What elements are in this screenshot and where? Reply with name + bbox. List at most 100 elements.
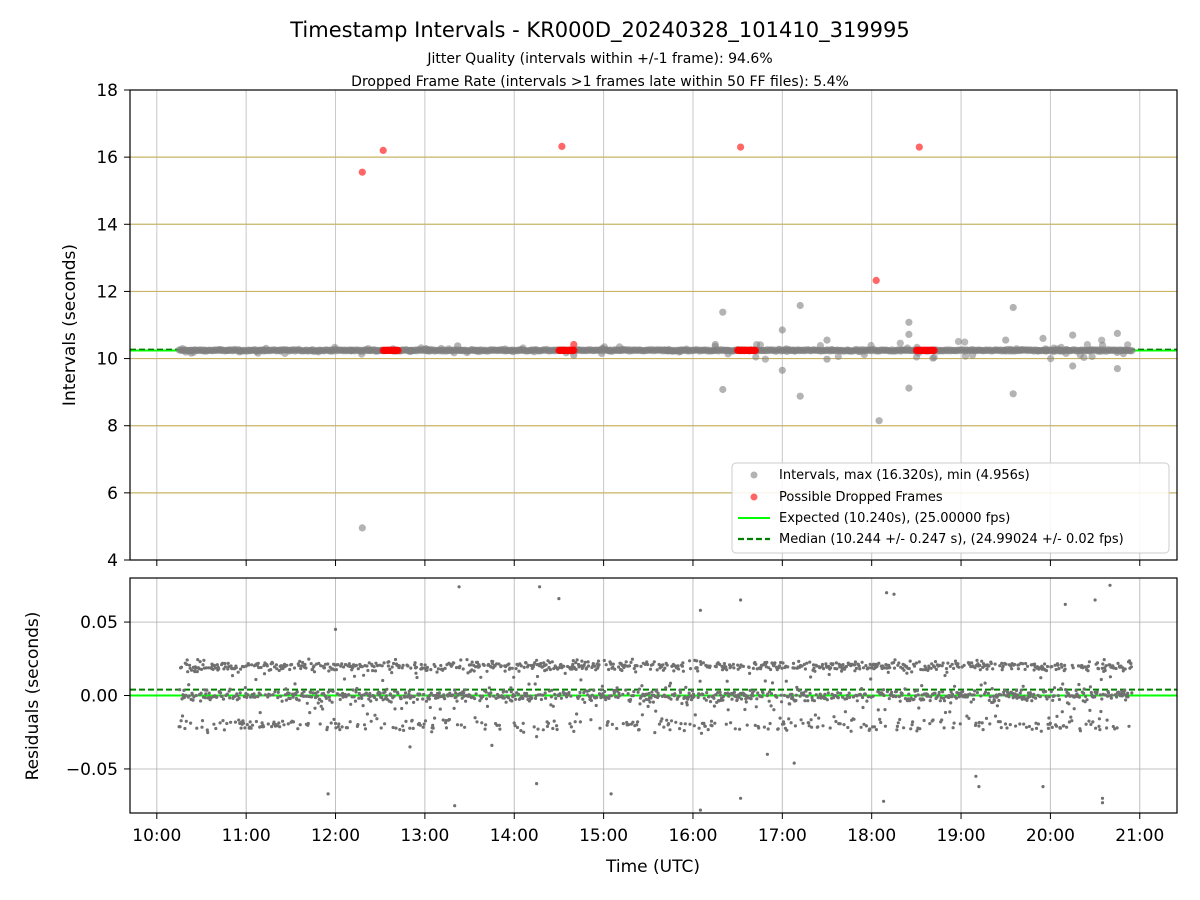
residual-point xyxy=(1098,728,1102,732)
residual-point xyxy=(298,723,302,727)
interval-outlier-0 xyxy=(358,524,366,532)
residual-point xyxy=(516,692,521,696)
residual-point xyxy=(621,722,625,726)
residual-point xyxy=(1052,694,1056,698)
residual-point xyxy=(808,660,812,664)
residual-point xyxy=(907,692,911,696)
interval-point xyxy=(1083,341,1091,349)
residual-point xyxy=(380,695,384,700)
residual-point xyxy=(745,723,749,727)
residual-point xyxy=(382,661,386,665)
residual-point xyxy=(454,695,458,699)
residual-point xyxy=(535,658,539,662)
residual-point xyxy=(415,697,419,702)
residual-point xyxy=(718,662,722,667)
residual-point xyxy=(461,667,465,671)
residual-point xyxy=(549,703,553,707)
residual-point xyxy=(845,693,849,698)
residual-point xyxy=(754,705,758,709)
residual-point xyxy=(1123,688,1127,692)
interval-point xyxy=(450,349,458,357)
residual-point xyxy=(492,694,496,698)
residual-point xyxy=(702,696,706,700)
residual-point xyxy=(281,719,285,723)
residual-point xyxy=(803,667,808,671)
residual-point xyxy=(332,717,336,722)
residual-point xyxy=(821,724,825,728)
residual-point xyxy=(1078,729,1082,733)
residual-point xyxy=(1033,662,1037,666)
interval-outlier-1 xyxy=(719,308,727,316)
residual-point xyxy=(714,665,718,669)
residual-point xyxy=(512,721,516,725)
residual-point xyxy=(1124,698,1128,702)
residual-point xyxy=(277,668,281,673)
residual-point xyxy=(202,658,206,662)
residual-point xyxy=(788,702,792,706)
dropped-frame-point-0 xyxy=(358,168,366,176)
interval-point xyxy=(790,347,798,355)
residual-point xyxy=(306,721,310,726)
residual-point xyxy=(424,699,429,703)
residual-point xyxy=(569,694,573,698)
residual-point xyxy=(1053,686,1057,690)
residual-point xyxy=(194,666,198,670)
interval-point xyxy=(1042,347,1050,355)
residual-point xyxy=(657,694,661,698)
interval-point xyxy=(834,352,842,361)
residual-point xyxy=(614,695,618,699)
residual-point xyxy=(550,688,554,692)
residual-point xyxy=(199,691,203,695)
residual-point xyxy=(943,710,948,715)
residual-point xyxy=(765,660,769,664)
residual-point xyxy=(179,719,183,723)
residual-outlier-7 xyxy=(1108,583,1112,587)
residual-point xyxy=(398,728,402,732)
residual-point xyxy=(409,666,413,670)
residual-point xyxy=(951,726,955,730)
residual-point xyxy=(977,724,981,728)
residual-point xyxy=(220,661,225,666)
residual-point xyxy=(820,695,824,699)
residuals-xtick-label-1300: 13:00 xyxy=(400,826,449,846)
residual-point xyxy=(1126,695,1130,699)
residual-point xyxy=(635,723,639,727)
residual-point xyxy=(1004,662,1008,666)
interval-outlier-10 xyxy=(905,318,913,326)
residual-point xyxy=(200,719,205,723)
residual-point xyxy=(1014,688,1019,693)
residual-point xyxy=(738,665,742,670)
residual-point xyxy=(319,664,323,668)
residual-point xyxy=(632,666,636,671)
interval-outlier-8 xyxy=(823,355,831,363)
residual-point xyxy=(271,661,275,665)
residual-point xyxy=(969,700,973,704)
residual-point xyxy=(890,690,894,695)
residual-point xyxy=(221,697,226,701)
residual-point xyxy=(207,691,211,695)
residual-point xyxy=(1009,664,1013,668)
residual-point xyxy=(824,662,828,666)
residual-point xyxy=(778,716,782,720)
residual-point xyxy=(280,699,284,703)
interval-outlier-3 xyxy=(796,301,804,310)
residual-point xyxy=(941,661,945,665)
residual-point xyxy=(1127,724,1131,728)
residual-outlier-18 xyxy=(882,799,886,803)
residual-point xyxy=(755,697,759,701)
residual-point xyxy=(188,663,192,667)
residual-point xyxy=(478,699,482,703)
residual-point xyxy=(431,726,435,730)
residual-point xyxy=(580,659,584,663)
residual-point xyxy=(817,716,821,720)
residual-point xyxy=(458,664,462,668)
residual-point xyxy=(301,660,305,665)
residual-point xyxy=(1123,667,1127,671)
residual-point xyxy=(945,670,949,674)
interval-point xyxy=(262,344,270,352)
residual-point xyxy=(779,660,783,665)
residual-point xyxy=(920,684,924,688)
legend: Intervals, max (16.320s), min (4.956s) P… xyxy=(731,462,1170,554)
residual-point xyxy=(551,704,555,708)
intervals-points xyxy=(175,142,1136,532)
